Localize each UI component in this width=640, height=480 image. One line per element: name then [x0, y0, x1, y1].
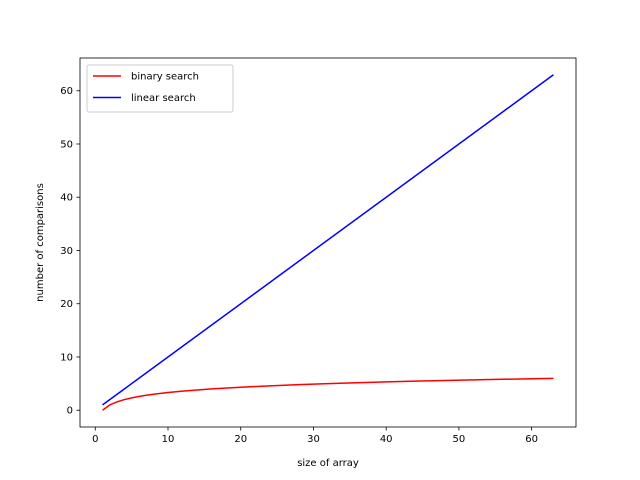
y-tick-label: 60	[60, 86, 73, 97]
x-tick-label: 60	[525, 434, 538, 445]
y-axis-ticks: 0 10 20 30 40 50 60	[60, 86, 80, 417]
series-layer	[102, 74, 554, 411]
x-tick-label: 0	[92, 434, 98, 445]
legend-label-linear-search: linear search	[131, 93, 196, 104]
series-line-linear-search	[102, 74, 554, 406]
y-axis-label: number of comparisons	[35, 183, 46, 302]
x-tick-label: 30	[307, 434, 320, 445]
legend-box	[86, 64, 234, 113]
series-line-binary-search	[102, 377, 554, 411]
x-tick-label: 40	[380, 434, 393, 445]
x-tick-label: 20	[234, 434, 247, 445]
y-tick-label: 50	[60, 139, 73, 150]
y-tick-label: 10	[60, 352, 73, 363]
y-tick-label: 40	[60, 193, 73, 204]
legend-label-binary-search: binary search	[131, 72, 199, 83]
x-axis-ticks: 0 10 20 30 40 50 60	[92, 427, 538, 445]
x-tick-label: 50	[453, 434, 466, 445]
x-tick-label: 10	[162, 434, 175, 445]
legend: binary search linear search	[86, 64, 234, 113]
y-tick-label: 20	[60, 299, 73, 310]
y-tick-label: 30	[60, 246, 73, 257]
y-tick-label: 0	[67, 406, 73, 417]
x-axis-label: size of array	[297, 458, 359, 469]
plot-frame	[79, 57, 577, 428]
